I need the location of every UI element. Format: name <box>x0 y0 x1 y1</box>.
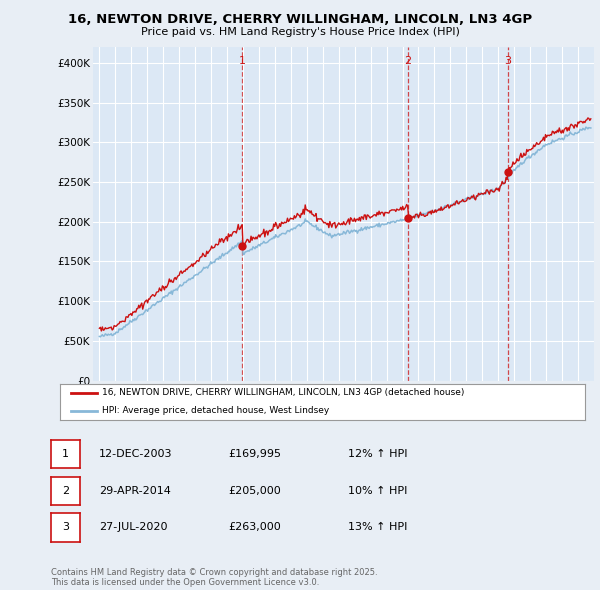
Text: 12% ↑ HPI: 12% ↑ HPI <box>348 450 407 459</box>
Text: 3: 3 <box>62 523 69 532</box>
Text: 1: 1 <box>62 450 69 459</box>
Text: 16, NEWTON DRIVE, CHERRY WILLINGHAM, LINCOLN, LN3 4GP: 16, NEWTON DRIVE, CHERRY WILLINGHAM, LIN… <box>68 13 532 26</box>
Text: 3: 3 <box>504 55 511 65</box>
Text: £205,000: £205,000 <box>228 486 281 496</box>
Point <box>93 389 100 396</box>
Point <box>93 407 100 414</box>
Text: £263,000: £263,000 <box>228 523 281 532</box>
Text: 13% ↑ HPI: 13% ↑ HPI <box>348 523 407 532</box>
Point <box>67 407 74 414</box>
Point <box>67 389 74 396</box>
Text: 16, NEWTON DRIVE, CHERRY WILLINGHAM, LINCOLN, LN3 4GP (detached house): 16, NEWTON DRIVE, CHERRY WILLINGHAM, LIN… <box>102 388 464 397</box>
Text: 27-JUL-2020: 27-JUL-2020 <box>99 523 167 532</box>
Text: Price paid vs. HM Land Registry's House Price Index (HPI): Price paid vs. HM Land Registry's House … <box>140 27 460 37</box>
Text: 10% ↑ HPI: 10% ↑ HPI <box>348 486 407 496</box>
Text: 12-DEC-2003: 12-DEC-2003 <box>99 450 173 459</box>
Text: £169,995: £169,995 <box>228 450 281 459</box>
Text: 2: 2 <box>62 486 69 496</box>
Text: 29-APR-2014: 29-APR-2014 <box>99 486 171 496</box>
Text: Contains HM Land Registry data © Crown copyright and database right 2025.
This d: Contains HM Land Registry data © Crown c… <box>51 568 377 587</box>
Text: 1: 1 <box>239 55 245 65</box>
Text: 2: 2 <box>404 55 412 65</box>
Text: HPI: Average price, detached house, West Lindsey: HPI: Average price, detached house, West… <box>102 407 329 415</box>
